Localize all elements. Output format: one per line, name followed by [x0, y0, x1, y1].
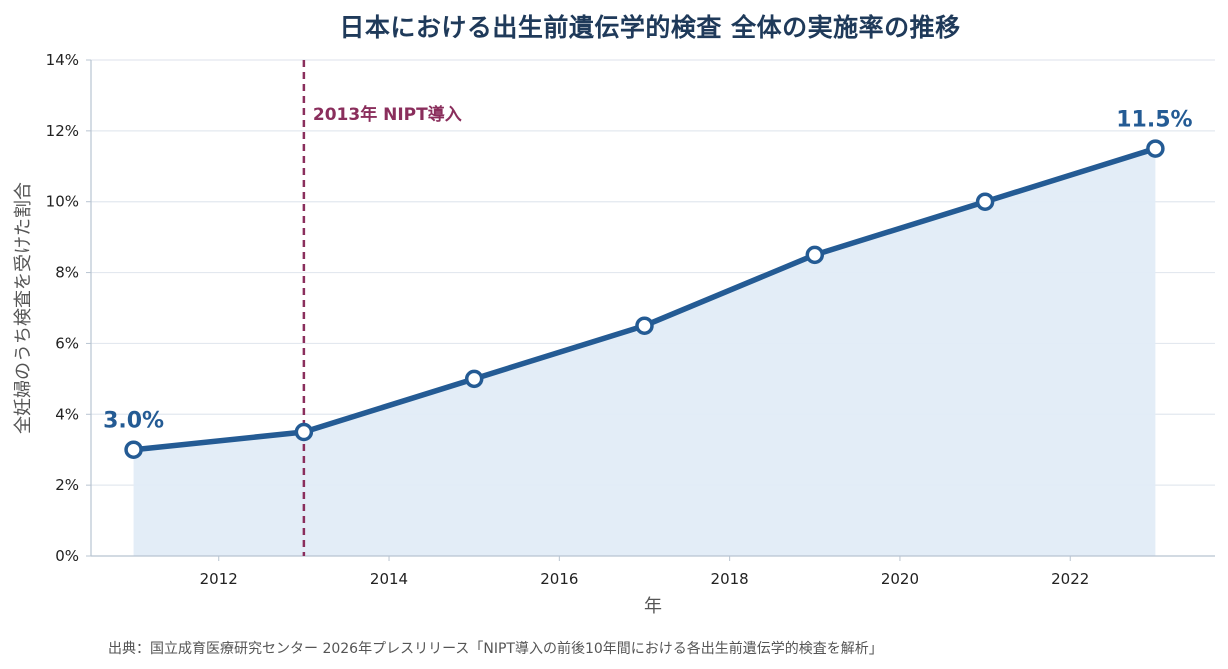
data-point [975, 192, 995, 211]
y-tick-label: 0% [55, 547, 79, 565]
x-tick-label: 2018 [711, 570, 749, 588]
source-note: 出典：国立成育医療研究センター 2026年プレスリリース「NIPT導入の前後10… [108, 641, 883, 657]
data-point [464, 369, 484, 389]
data-point [294, 422, 314, 442]
y-axis-label: 全妊婦のうち検査を受けた割合 [13, 182, 34, 434]
axes: 0% 2% 4% 6% 8% 10% 12% 14% 2012 2014 2016 2018 2020 2… [46, 51, 1215, 588]
labels: 3.0% 11.5% [103, 108, 1192, 434]
x-tick-label: 2014 [370, 570, 408, 588]
y-tick-label: 2% [55, 476, 79, 494]
data-point [805, 245, 825, 265]
y-tick-label: 12% [46, 122, 79, 140]
data-point [635, 316, 654, 335]
area-fill-path [133, 148, 1156, 557]
point-value-label: 3.0% [103, 409, 164, 434]
chart-title: 日本における出生前遺伝学的検査 全体の実施率の推移 [339, 13, 961, 42]
x-tick-label: 2022 [1051, 570, 1089, 588]
data-points [124, 139, 1165, 459]
y-tick-label: 8% [55, 264, 79, 282]
point-value-label: 11.5% [1116, 108, 1192, 133]
x-tick-label: 2012 [200, 570, 238, 588]
y-tick-label: 14% [46, 51, 79, 69]
data-point [1146, 139, 1165, 158]
x-axis-label: 年 [644, 596, 662, 617]
y-tick-label: 10% [46, 193, 79, 211]
y-tick-label: 4% [55, 405, 79, 423]
y-tick-label: 6% [55, 334, 79, 352]
data-point [124, 440, 143, 459]
x-tick-label: 2020 [881, 570, 919, 588]
nipt-vline-label: 2013年 NIPT導入 [313, 104, 462, 125]
area-fill [133, 148, 1156, 557]
x-tick-label: 2016 [540, 570, 578, 588]
nipt-vline-group: 2013年 NIPT導入 [302, 60, 462, 556]
